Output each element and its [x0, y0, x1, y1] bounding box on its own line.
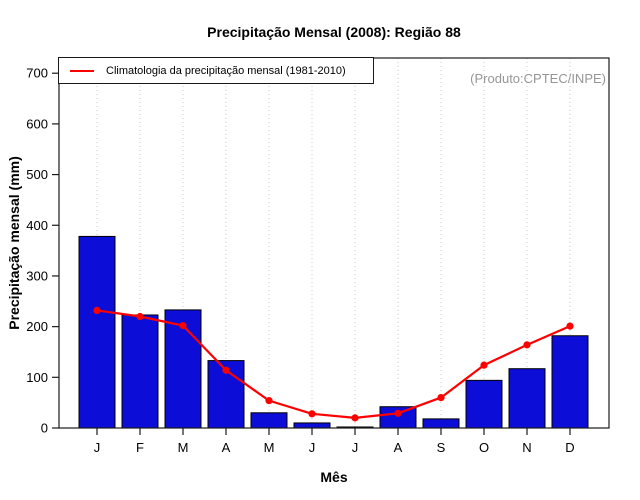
climatology-point — [394, 409, 402, 417]
legend-label: Climatologia da precipitação mensal (198… — [106, 64, 346, 77]
bar-D — [551, 335, 589, 429]
y-tick-label: 100 — [26, 370, 48, 385]
climatology-point — [179, 322, 187, 330]
climatology-point — [93, 306, 101, 315]
bar-S — [422, 418, 460, 429]
x-tick-label: F — [136, 440, 144, 455]
bar-F — [121, 314, 159, 429]
x-tick-label: D — [565, 440, 574, 455]
x-tick-label: M — [178, 440, 189, 455]
y-tick-label: 400 — [26, 218, 48, 233]
climatology-point — [480, 361, 488, 369]
climatology-point — [523, 341, 531, 349]
bar-O — [465, 379, 503, 429]
climatology-point — [265, 397, 273, 405]
x-tick-label: J — [352, 440, 359, 455]
legend-line-sample — [70, 69, 94, 72]
y-tick-label: 700 — [26, 66, 48, 81]
bar-M — [164, 309, 202, 429]
y-tick-label: 0 — [41, 421, 48, 436]
y-tick-label: 500 — [26, 167, 48, 182]
bar-J — [293, 422, 331, 429]
climatology-point — [308, 410, 316, 418]
legend: Climatologia da precipitação mensal (198… — [58, 57, 374, 84]
y-tick-label: 600 — [26, 116, 48, 131]
y-tick-label: 200 — [26, 319, 48, 334]
x-tick-label: A — [394, 440, 403, 455]
x-tick-label: M — [264, 440, 275, 455]
x-tick-label: S — [437, 440, 446, 455]
bar-M — [250, 412, 288, 429]
y-tick-label: 300 — [26, 268, 48, 283]
climatology-point — [351, 414, 359, 422]
bar-J — [78, 235, 116, 429]
chart-title: Precipitação Mensal (2008): Região 88 — [207, 24, 461, 40]
y-axis-title: Precipitação mensal (mm) — [6, 156, 22, 330]
x-axis-title: Mês — [320, 469, 348, 485]
climatology-point — [136, 312, 144, 321]
climatology-point — [566, 322, 574, 330]
x-tick-label: O — [479, 440, 489, 455]
watermark: (Produto:CPTEC/INPE) — [470, 71, 606, 86]
climatology-point — [437, 393, 445, 402]
x-tick-label: J — [309, 440, 316, 455]
bar-N — [508, 368, 546, 429]
climatology-line — [96, 309, 571, 419]
x-tick-label: A — [222, 440, 231, 455]
x-tick-label: N — [522, 440, 531, 455]
x-tick-label: J — [94, 440, 101, 455]
climatology-point — [222, 366, 230, 374]
